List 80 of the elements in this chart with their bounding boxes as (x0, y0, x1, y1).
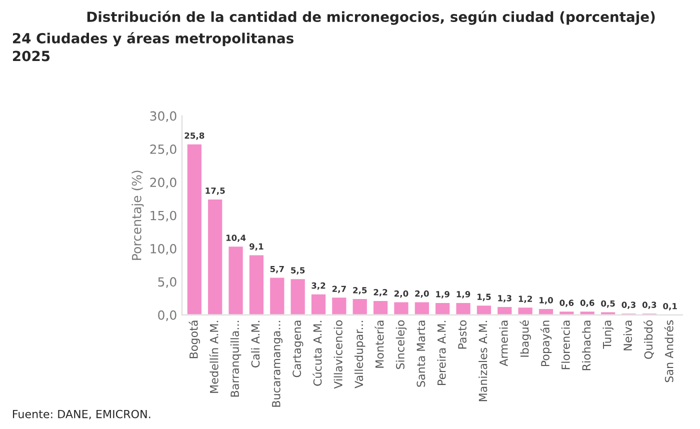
x-tick-label: Neiva (623, 320, 632, 350)
chart-title: Distribución de la cantidad de micronegocios, según ciudad (porcentaje) (87, 10, 655, 25)
bar (351, 298, 368, 315)
data-label: 25,8 (184, 132, 204, 140)
bar (413, 300, 430, 315)
data-label: 1,2 (518, 296, 532, 304)
x-tick-label: Bucaramanga... (272, 320, 283, 407)
bar (206, 198, 224, 315)
data-label: 0,5 (601, 300, 615, 308)
y-tick-label: 10,0 (150, 244, 176, 255)
bar (578, 310, 596, 315)
x-tick-label: Santa Marta (416, 320, 426, 387)
bar (248, 254, 265, 315)
x-tick-label: Quibdó (644, 320, 654, 359)
y-tick-label: 5,0 (158, 277, 176, 288)
y-tick-label: 30,0 (150, 111, 176, 122)
x-tick-label: Valledupar... (354, 320, 366, 388)
y-tick-label: 25,0 (150, 144, 176, 156)
data-label: 2,0 (415, 290, 429, 298)
bar (516, 306, 534, 315)
data-label: 0,3 (622, 302, 636, 310)
data-label: 2,7 (332, 286, 346, 294)
data-label: 0,3 (642, 302, 656, 310)
x-tick-label: Cali A.M. (251, 320, 260, 368)
bar (538, 308, 554, 315)
data-label: 10,4 (226, 234, 246, 242)
data-label: 1,3 (498, 295, 512, 302)
x-tick-label: Sincelejo (396, 320, 407, 369)
bar (268, 276, 286, 315)
x-tick-label: Armenia (499, 320, 508, 366)
data-label: 2,0 (394, 290, 408, 298)
x-tick-label: San Andrés (664, 320, 674, 382)
y-axis-title: Porcentaje (%) (132, 170, 144, 260)
bar (558, 310, 576, 315)
data-label: 2,5 (353, 287, 367, 294)
x-tick-label: Bogotá (188, 320, 200, 358)
bar (496, 306, 514, 315)
data-label: 0,6 (580, 300, 594, 308)
data-label: 1,0 (540, 297, 553, 304)
x-tick-label: Villavicencio (334, 320, 342, 389)
bar (454, 302, 472, 315)
x-tick-label: Montería (374, 320, 384, 368)
data-label: 1,5 (478, 294, 491, 302)
data-label: 0,1 (663, 302, 677, 310)
data-label: 5,7 (270, 266, 284, 274)
data-label: 0,6 (560, 300, 574, 308)
source-note: Fuente: DANE, EMICRON. (12, 410, 150, 420)
data-label: 1,9 (436, 291, 450, 298)
x-tick-label: Barranquilla... (230, 320, 242, 397)
x-tick-label: Tunja (602, 320, 614, 349)
x-tick-label: Florencia (561, 320, 570, 370)
data-label: 9,1 (250, 243, 264, 251)
x-tick-label: Popayán (540, 320, 552, 366)
bar (372, 300, 389, 315)
bar (330, 296, 348, 315)
x-tick-label: Pereira A.M. (437, 320, 446, 385)
chart-subtitle: 24 Ciudades y áreas metropolitanas 2025 (13, 32, 294, 62)
bar (227, 245, 244, 315)
bar (392, 300, 410, 315)
x-tick-label: Riohacha (582, 320, 591, 370)
data-label: 3,2 (312, 282, 326, 290)
y-tick-label: 0,0 (158, 310, 176, 322)
data-label: 5,5 (291, 267, 305, 275)
bar (186, 143, 203, 315)
x-tick-label: Cúcuta A.M. (312, 320, 322, 386)
x-tick-label: Ibagué (520, 320, 531, 357)
y-tick-label: 15,0 (150, 210, 176, 222)
bar (434, 302, 452, 315)
x-tick-label: Cartagena (292, 320, 304, 378)
x-tick-label: Pasto (458, 320, 466, 349)
x-tick-label: Medellín A.M. (209, 320, 218, 393)
bar (289, 278, 306, 315)
data-label: 1,9 (456, 291, 470, 298)
bar (600, 310, 616, 315)
bar (476, 304, 492, 315)
data-label: 2,2 (374, 289, 388, 296)
bar (310, 292, 327, 315)
y-tick-label: 20,0 (150, 178, 176, 188)
data-label: 17,5 (206, 188, 225, 195)
x-tick-label: Manizales A.M. (478, 320, 488, 402)
